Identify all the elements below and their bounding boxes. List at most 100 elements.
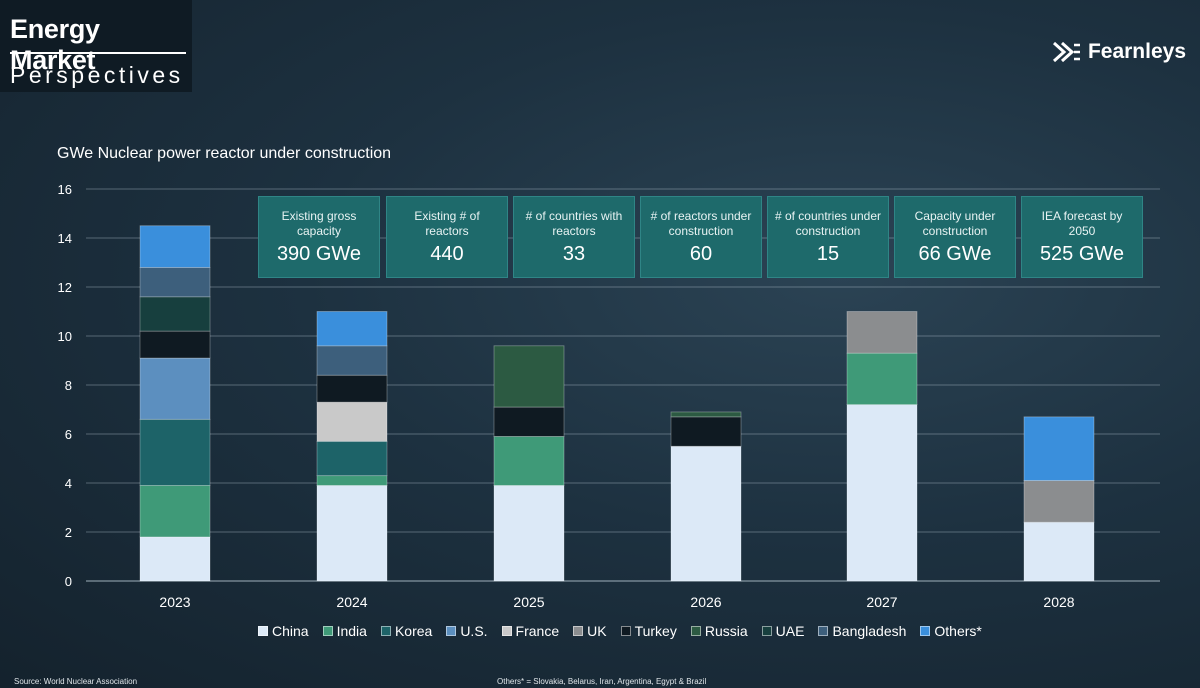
bar-segment-uk-2028: [1023, 480, 1095, 523]
logo-text: Fearnleys: [1087, 40, 1186, 63]
bar-segment-uk-2027: [846, 311, 918, 354]
kpi-label: Capacity under construction: [914, 209, 996, 238]
page-subtitle: Perspectives: [10, 62, 184, 88]
bar-segment-china-2027: [846, 404, 918, 582]
x-tick-label: 2027: [866, 594, 897, 610]
chart-title: GWe Nuclear power reactor under construc…: [57, 145, 392, 162]
kpi-card: # of countries under construction 15: [767, 196, 889, 278]
legend-swatch: [920, 626, 931, 636]
legend-label: Turkey: [634, 623, 677, 639]
legend-item: UK: [573, 623, 607, 639]
kpi-label: Existing # of reactors: [414, 209, 480, 238]
bar-segment-india-2025: [493, 436, 565, 486]
kpi-card: # of countries with reactors 33: [513, 196, 635, 278]
bar-segment-us-2023: [139, 357, 211, 420]
bar-segment-others-2024: [316, 311, 388, 347]
bar-segment-russia-2025: [493, 345, 565, 408]
kpi-card: Capacity under construction 66 GWe: [894, 196, 1016, 278]
legend-label: Bangladesh: [832, 623, 907, 639]
kpi-card: IEA forecast by 2050 525 GWe: [1021, 196, 1143, 278]
bar-segment-china-2023: [139, 536, 211, 582]
legend-label: Korea: [394, 623, 433, 639]
y-tick-label: 2: [65, 525, 72, 540]
kpi-value: 33: [562, 243, 586, 265]
bar-segment-india-2024: [316, 475, 388, 486]
bar-segment-uae-2023: [139, 296, 211, 332]
legend-swatch: [258, 626, 268, 636]
legend-swatch: [380, 626, 391, 636]
legend-label: UAE: [775, 623, 805, 639]
kpi-card: Existing # of reactors 440: [386, 196, 508, 278]
bar-segment-india-2023: [139, 485, 211, 538]
legend-item: Turkey: [620, 623, 677, 639]
legend-swatch: [322, 626, 333, 636]
y-tick-label: 10: [58, 329, 72, 344]
source-note: Source: World Nuclear Association: [14, 677, 138, 686]
bar-segment-turkey-2023: [139, 330, 211, 359]
y-tick-label: 4: [65, 476, 72, 491]
bar-segment-china-2025: [493, 485, 565, 582]
bar-segment-others-2023: [139, 225, 211, 268]
legend-item: U.S.: [446, 623, 488, 639]
y-tick-label: 8: [65, 378, 72, 393]
legend-swatch: [761, 626, 772, 636]
legend-label: France: [515, 623, 560, 639]
bar-segment-korea-2023: [139, 418, 211, 486]
bar-segment-turkey-2026: [670, 416, 742, 447]
x-tick-label: 2028: [1043, 594, 1074, 610]
kpi-label: IEA forecast by 2050: [1041, 209, 1123, 238]
kpi-label: # of reactors under construction: [650, 209, 752, 238]
bar-segment-france-2024: [316, 401, 388, 442]
legend-item: Korea: [380, 623, 433, 639]
x-tick-label: 2025: [513, 594, 544, 610]
page-title: Energy Market: [10, 14, 100, 75]
kpi-value: 390 GWe: [276, 243, 362, 265]
legend-label: Russia: [704, 623, 748, 639]
y-tick-label: 6: [65, 427, 72, 442]
legend-label: Others*: [934, 623, 982, 639]
kpi-value: 66 GWe: [918, 243, 992, 265]
legend-swatch: [818, 626, 829, 636]
legend-item: UAE: [761, 623, 805, 639]
x-tick-label: 2024: [336, 594, 367, 610]
bar-segment-china-2028: [1023, 521, 1095, 582]
legend-label: India: [336, 623, 367, 639]
x-tick-label: 2023: [159, 594, 190, 610]
legend-item: India: [322, 623, 367, 639]
others-note: Others* = Slovakia, Belarus, Iran, Argen…: [497, 677, 707, 686]
kpi-label: # of countries under construction: [774, 209, 882, 238]
bar-segment-korea-2024: [316, 440, 388, 477]
fearnleys-logo: Fearnleys: [1052, 40, 1186, 64]
legend-label: China: [272, 623, 309, 639]
kpi-label: Existing gross capacity: [281, 209, 357, 238]
y-tick-label: 0: [65, 574, 72, 589]
bar-segment-russia-2026: [670, 411, 742, 418]
legend-label: U.S.: [460, 623, 488, 639]
kpi-value: 440: [430, 243, 464, 265]
legend-swatch: [501, 626, 512, 636]
kpi-card: # of reactors under construction 60: [640, 196, 762, 278]
legend-swatch: [573, 626, 584, 636]
bar-segment-india-2027: [846, 352, 918, 405]
x-tick-label: 2026: [690, 594, 721, 610]
kpi-value: 15: [816, 243, 840, 265]
title-block: Energy Market Perspectives: [0, 0, 192, 92]
legend-item: Bangladesh: [818, 623, 906, 639]
legend-item: France: [501, 623, 560, 639]
legend-item: Others*: [920, 623, 982, 639]
legend-swatch: [690, 626, 701, 636]
bar-segment-others-2028: [1023, 416, 1095, 481]
bar-segment-china-2026: [670, 445, 742, 582]
title-divider: [10, 52, 186, 54]
kpi-value: 60: [689, 243, 713, 265]
kpi-label: # of countries with reactors: [525, 209, 623, 238]
legend-label: UK: [587, 623, 607, 639]
y-tick-label: 14: [58, 231, 72, 246]
legend-swatch: [446, 626, 457, 636]
bar-segment-china-2024: [316, 485, 388, 582]
bar-segment-turkey-2024: [316, 374, 388, 403]
y-tick-label: 16: [58, 182, 72, 197]
kpi-card: Existing gross capacity 390 GWe: [258, 196, 380, 278]
bar-segment-turkey-2025: [493, 406, 565, 437]
